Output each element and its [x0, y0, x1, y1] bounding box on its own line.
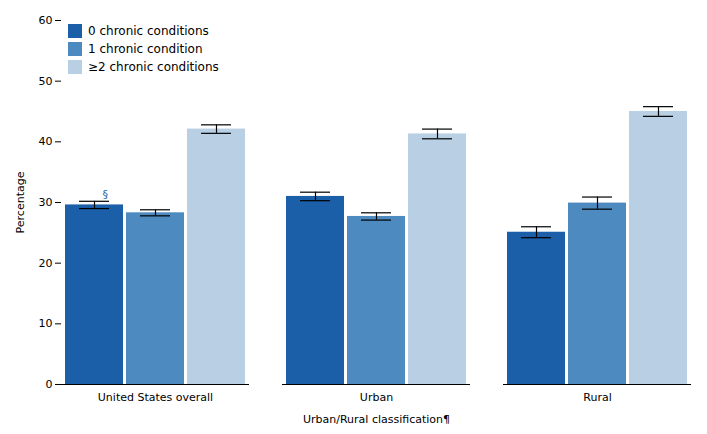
html-text:0 chronic conditions: 0 chronic conditions	[88, 24, 209, 38]
html-text:1 chronic condition: 1 chronic condition	[88, 42, 203, 56]
svg-text:30: 30	[39, 196, 53, 209]
svg-text:50: 50	[39, 75, 53, 88]
svg-text:20: 20	[39, 257, 53, 270]
svg-text:40: 40	[39, 135, 53, 148]
svg-text:60: 60	[39, 14, 53, 27]
svg-text:Urban/Rural classification¶: Urban/Rural classification¶	[303, 413, 450, 426]
svg-text:0: 0	[46, 378, 53, 391]
svg-text:§: §	[103, 188, 109, 201]
html-text:≥2 chronic conditions: ≥2 chronic conditions	[88, 60, 219, 74]
svg-text:10: 10	[39, 317, 53, 330]
svg-text:Percentage: Percentage	[14, 171, 27, 233]
svg-text:Urban: Urban	[360, 391, 393, 404]
svg-text:United States overall: United States overall	[98, 391, 213, 404]
svg-text:Rural: Rural	[583, 391, 611, 404]
